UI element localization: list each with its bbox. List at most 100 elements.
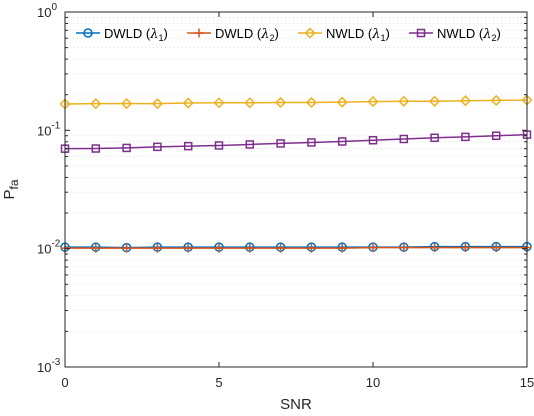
data-point-marker [183,243,193,253]
series-line [65,245,527,249]
data-point-marker [276,139,285,148]
legend-label: DWLD (λ1) [104,26,168,43]
legend-entry: DWLD (λ2) [187,26,279,43]
data-point-marker [491,131,501,140]
data-point-marker [399,134,409,144]
data-point-marker [459,95,471,107]
x-tick-label: 10 [366,375,380,390]
data-point-marker [430,243,440,253]
series-line [64,99,528,105]
y-tick-label-exp: -2 [51,239,60,250]
data-point-marker [214,141,224,150]
legend-entry: NWLD (λ2) [409,26,501,43]
y-axis-label-sub: fa [7,179,21,189]
data-point-marker [151,98,163,110]
data-point-marker [336,96,348,108]
legend: DWLD (λ1) DWLD (λ2) NWLD (λ1) NWLD (λ2) [76,26,501,43]
legend-label: DWLD (λ2) [215,26,279,43]
y-tick-label-exp: -3 [51,357,60,368]
y-tick-label-base: 10 [37,123,51,138]
data-point-marker [122,143,131,153]
legend-label-sub: 1 [158,33,163,43]
legend-label-close: ) [274,26,278,41]
y-tick-label-base: 10 [37,242,51,257]
y-axis-label: Pfa [1,179,21,199]
data-point-marker [337,243,347,253]
data-point-marker [245,243,255,253]
data-point-marker [182,97,194,109]
y-axis-label-main: P [1,190,18,200]
legend-label-close: ) [163,26,167,41]
data-point-marker [368,135,378,145]
data-point-marker [213,97,225,109]
legend-label-sub: 2 [269,33,274,43]
legend-marker [416,28,426,38]
legend-label-sub: 1 [380,33,385,43]
data-point-marker [121,98,133,110]
data-point-marker [490,94,502,106]
legend-label-main: DWLD ( [215,26,262,41]
y-tick-label: 10-1 [37,120,61,138]
series-group [60,243,532,253]
data-point-marker [90,98,102,110]
legend-marker [83,28,93,38]
y-tick-label: 10-3 [37,357,61,375]
data-point-marker [307,138,316,147]
legend-marker [304,27,316,39]
data-point-marker [460,243,470,253]
data-point-marker [305,96,317,109]
data-point-marker [245,140,255,149]
legend-entry: DWLD (λ1) [76,26,168,43]
x-tick-label: 0 [61,375,68,390]
legend-label-symbol: λ [482,27,491,42]
legend-label: NWLD (λ1) [326,26,390,43]
y-tick-label-base: 10 [37,5,51,20]
series-line [65,246,527,249]
legend-label-sub: 2 [491,33,496,43]
legend-label-main: NWLD ( [326,26,373,41]
data-point-marker [276,243,286,253]
data-point-marker [429,95,441,107]
legend-label-close: ) [385,26,389,41]
legend-label: NWLD (λ2) [437,26,501,43]
data-point-marker [367,96,379,108]
data-point-marker [91,144,101,153]
data-point-marker [122,243,132,253]
data-point-marker [183,141,193,151]
legend-marker [194,28,204,38]
data-point-marker [398,95,410,107]
data-point-marker [306,243,316,253]
y-tick-label: 10-2 [37,239,61,257]
data-point-marker [91,243,101,253]
data-point-marker [152,243,162,253]
data-point-marker [153,142,162,152]
data-point-marker [461,132,470,142]
y-tick-label-exp: -1 [51,120,60,131]
axes-box [64,11,528,368]
series-layer [59,94,533,253]
data-point-marker [430,133,439,143]
y-tick-label: 100 [37,2,57,20]
x-tick-label: 5 [215,375,222,390]
x-axis-label: SNR [280,396,312,413]
series-group [59,94,533,110]
y-tick-label-base: 10 [37,360,51,375]
series-group [60,130,532,153]
legend-label-symbol: λ [260,27,269,42]
y-tick-label-exp: 0 [51,2,57,13]
data-point-marker [399,243,409,253]
legend-label-main: DWLD ( [104,26,151,41]
legend-label-main: NWLD ( [437,26,484,41]
x-tick-label: 15 [520,375,534,390]
data-point-marker [275,96,287,109]
legend-entry: NWLD (λ1) [298,26,390,43]
data-point-marker [244,97,256,109]
legend-label-symbol: λ [371,27,380,42]
data-point-marker [214,243,224,253]
minor-grid [65,17,527,332]
legend-label-symbol: λ [149,27,158,42]
legend-label-close: ) [496,26,500,41]
series-line [64,133,528,150]
